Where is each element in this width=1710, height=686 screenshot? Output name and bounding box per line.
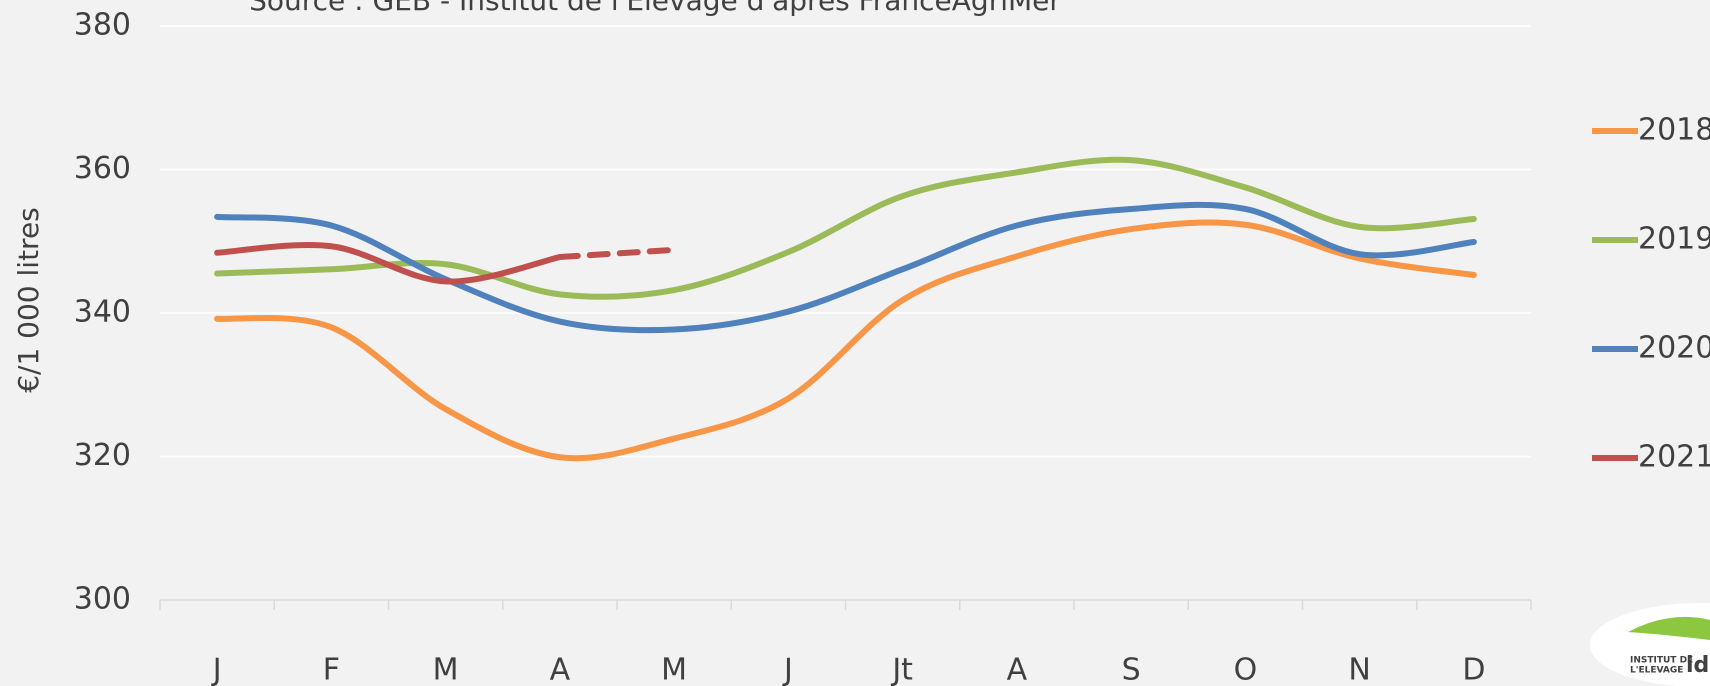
x-tick-label: Jt: [890, 653, 913, 686]
y-tick-label: 300: [74, 582, 131, 617]
logo-text: INSTITUT DE: [1630, 656, 1693, 666]
series-line: [214, 242, 563, 285]
legend-label: 2021: [1638, 440, 1710, 475]
y-tick-label: 320: [74, 438, 131, 473]
x-tick-label: A: [550, 653, 571, 686]
series-line: [214, 219, 1477, 462]
x-tick-label: O: [1234, 653, 1258, 686]
y-tick-label: 380: [74, 8, 131, 43]
x-tick-label: A: [1007, 653, 1028, 686]
series-line: [214, 201, 1477, 334]
logo-text: ide: [1686, 653, 1710, 678]
y-axis-label: €/1 000 litres: [12, 207, 45, 393]
legend-label: 2020: [1638, 331, 1710, 366]
x-tick-label: D: [1462, 653, 1485, 686]
logo: INSTITUT DE L'ELEVAGE ide: [1590, 603, 1710, 686]
y-tick-label: 340: [74, 295, 131, 330]
legend-label: 2019: [1638, 222, 1710, 257]
x-tick-label: M: [661, 653, 687, 686]
legend-label: 2018: [1638, 113, 1710, 148]
x-tick-label: F: [323, 653, 340, 686]
series-line: [214, 156, 1477, 300]
y-tick-label: 360: [74, 151, 131, 186]
x-tick-label: S: [1122, 653, 1141, 686]
x-tick-label: N: [1348, 653, 1370, 686]
series-line: [556, 246, 678, 261]
x-tick-label: J: [782, 653, 793, 686]
logo-text: L'ELEVAGE: [1630, 666, 1683, 676]
x-tick-label: J: [211, 653, 222, 686]
logo-swoosh: [1628, 616, 1710, 640]
x-tick-label: M: [433, 653, 459, 686]
chart-subtitle: Source : GEB - Institut de l'Elevage d'a…: [249, 0, 1061, 17]
